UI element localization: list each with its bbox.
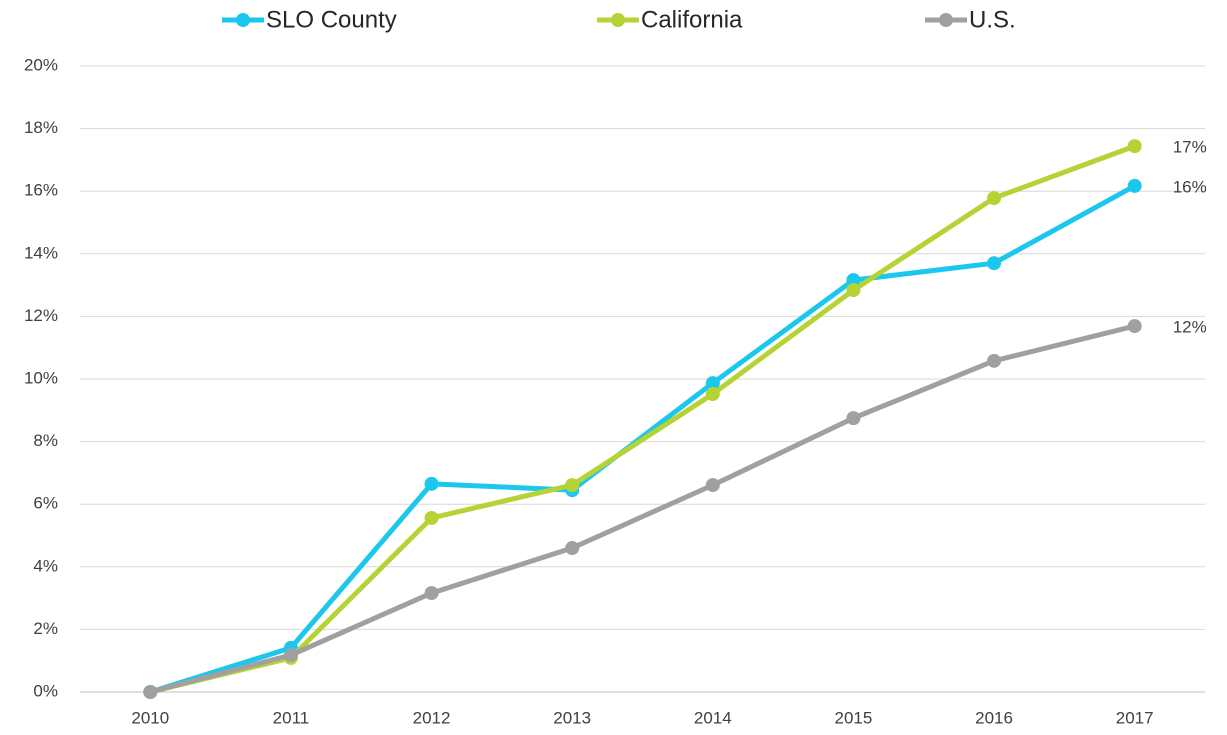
legend-marker (236, 13, 250, 27)
data-label: 16% (1173, 177, 1207, 196)
data-point (424, 510, 439, 525)
x-tick-label: 2011 (273, 708, 310, 727)
data-point (987, 353, 1002, 368)
data-label: 12% (1173, 318, 1207, 337)
data-label: 17% (1173, 138, 1207, 157)
legend-label: U.S. (969, 6, 1016, 33)
x-tick-label: 2016 (975, 708, 1013, 727)
data-point (846, 273, 861, 288)
data-point (987, 256, 1002, 271)
data-point (705, 376, 720, 391)
data-point (143, 685, 158, 699)
y-tick-label: 4% (33, 556, 58, 575)
legend-marker (611, 13, 625, 27)
data-point (846, 283, 861, 298)
data-point (565, 478, 580, 493)
y-tick-label: 12% (24, 306, 58, 325)
y-tick-label: 2% (33, 619, 58, 638)
data-point (283, 648, 298, 663)
data-point (705, 387, 720, 402)
data-point (987, 191, 1002, 206)
data-point (424, 586, 439, 601)
y-tick-label: 18% (24, 118, 58, 137)
data-point (1127, 319, 1142, 334)
data-point (705, 478, 720, 493)
series-line (149, 323, 1136, 695)
data-point (1127, 178, 1142, 193)
y-tick-label: 8% (33, 431, 58, 450)
x-tick-label: 2017 (1116, 708, 1154, 727)
y-tick-label: 16% (24, 181, 58, 200)
x-tick-label: 2014 (694, 708, 732, 727)
x-tick-label: 2013 (553, 708, 591, 727)
y-tick-label: 6% (33, 494, 58, 513)
legend-marker (939, 13, 953, 27)
data-point (424, 476, 439, 491)
legend-label: SLO County (266, 6, 397, 33)
x-tick-label: 2015 (835, 708, 873, 727)
series-line (149, 143, 1136, 695)
y-tick-label: 10% (24, 368, 58, 387)
x-tick-label: 2010 (131, 708, 169, 727)
y-tick-label: 20% (24, 55, 58, 74)
y-tick-label: 14% (24, 243, 58, 262)
data-point (846, 411, 861, 426)
data-point (565, 541, 580, 556)
legend-label: California (641, 6, 743, 33)
y-tick-label: 0% (33, 681, 58, 700)
data-point (1127, 139, 1142, 154)
x-tick-label: 2012 (413, 708, 451, 727)
